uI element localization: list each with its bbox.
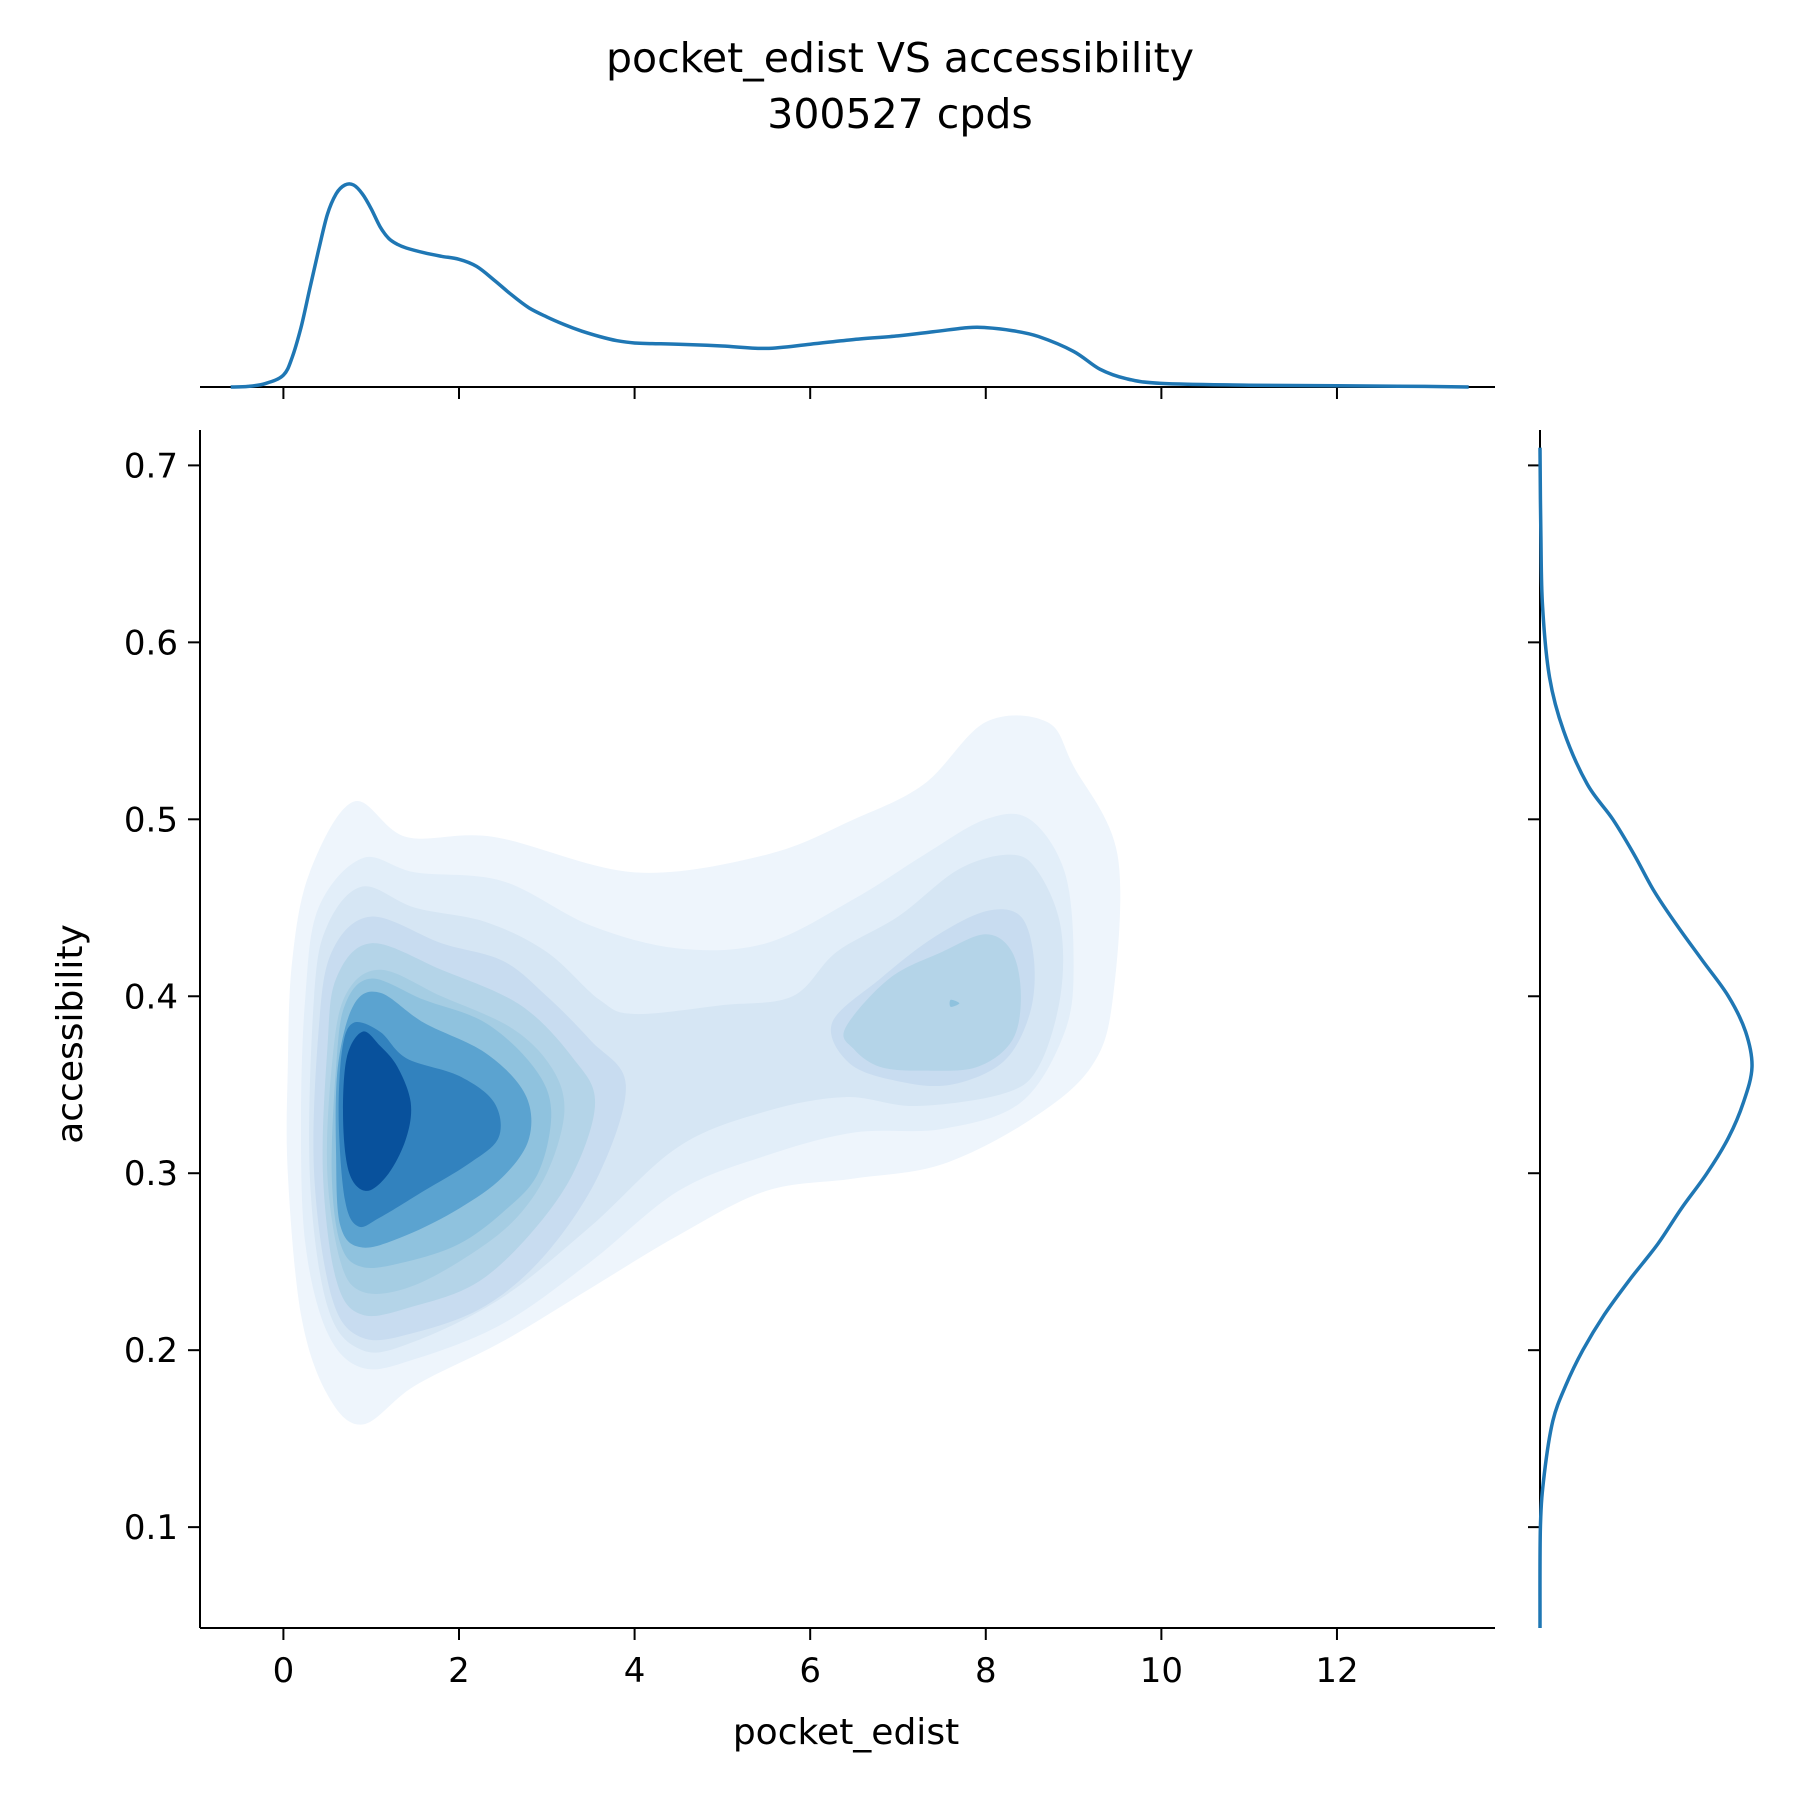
y-tick-label: 0.7 [124, 446, 178, 486]
y-tick-label: 0.3 [124, 1154, 178, 1194]
x-tick-label: 2 [448, 1651, 470, 1691]
joint-plot-area: 0 2 4 6 8 10 12 0.1 0.2 0.3 0.4 0.5 0.6 0.7 [124, 430, 1495, 1691]
x-tick-label: 4 [624, 1651, 646, 1691]
x-axis-label: pocket_edist [733, 1712, 959, 1753]
x-tick-label: 0 [273, 1651, 295, 1691]
y-tick-label: 0.2 [124, 1331, 178, 1371]
y-tick-label: 0.5 [124, 800, 178, 840]
marginal-x-plot [200, 182, 1495, 399]
kde-contour-level-10 [342, 1031, 412, 1191]
kde-contour-level-5 [843, 934, 1021, 1071]
x-tick-label: 10 [1140, 1651, 1183, 1691]
marginal-y-plot [1528, 430, 1754, 1629]
marginal-x-density-line [230, 182, 1469, 389]
x-tick-label: 12 [1315, 1651, 1358, 1691]
kde-contour-level-7 [949, 999, 960, 1007]
marginal-y-density-line [1538, 447, 1754, 1629]
y-tick-label: 0.6 [124, 623, 178, 663]
chart-subtitle: 300527 cpds [767, 90, 1033, 138]
y-tick-label: 0.4 [124, 977, 178, 1017]
x-tick-label: 6 [799, 1651, 821, 1691]
chart-title: pocket_edist VS accessibility [606, 34, 1194, 82]
y-axis-label: accessibility [50, 924, 91, 1144]
x-tick-label: 8 [975, 1651, 997, 1691]
kde-contours [286, 715, 1121, 1425]
y-tick-label: 0.1 [124, 1508, 178, 1548]
